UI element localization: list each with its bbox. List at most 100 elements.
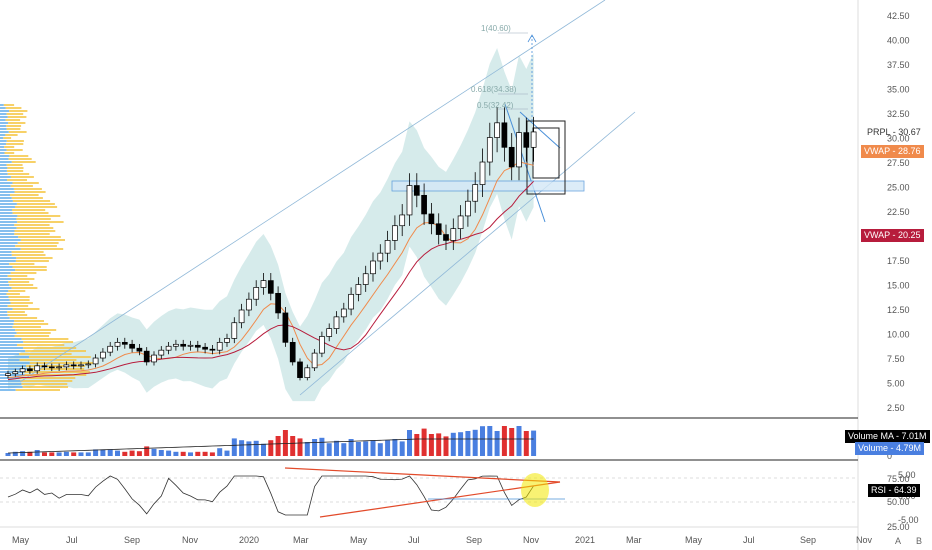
volume-bar: [137, 451, 142, 456]
volume-bar: [71, 452, 76, 456]
price-tick-label: 15.00: [887, 281, 910, 291]
profile-bar-buy: [0, 119, 6, 121]
candle-body: [86, 364, 91, 365]
volume-bar: [487, 426, 492, 456]
profile-bar-sell: [17, 203, 55, 205]
time-tick-label: Jul: [66, 535, 78, 545]
volume-bar: [327, 443, 332, 456]
profile-bar-sell: [13, 212, 49, 214]
profile-bar-sell: [6, 125, 21, 127]
volume-bar: [6, 453, 11, 456]
profile-bar-buy: [0, 200, 13, 202]
profile-bar-buy: [0, 221, 17, 223]
profile-bar-sell: [14, 188, 42, 190]
candle-body: [6, 374, 11, 376]
profile-bar-buy: [0, 260, 16, 262]
vwap-tag-lower: VWAP - 20.25: [861, 229, 924, 242]
profile-bar-buy: [0, 194, 10, 196]
candle-body: [305, 368, 310, 378]
axis-mode-a-button[interactable]: A: [895, 536, 901, 546]
profile-bar-buy: [0, 125, 6, 127]
profile-bar-sell: [8, 281, 29, 283]
bollinger-band: [8, 48, 534, 401]
profile-bar-sell: [13, 200, 50, 202]
candle-body: [349, 294, 354, 309]
profile-bar-buy: [0, 362, 30, 364]
profile-bar-buy: [0, 239, 21, 241]
profile-bar-sell: [21, 383, 67, 385]
profile-bar-sell: [12, 287, 38, 289]
profile-bar-buy: [0, 212, 13, 214]
profile-bar-buy: [0, 236, 18, 238]
candle-body: [319, 336, 324, 353]
bollinger-band-fill: [8, 48, 534, 401]
volume-bar: [290, 436, 295, 456]
profile-bar-sell: [17, 227, 54, 229]
profile-bar-buy: [0, 323, 14, 325]
volume-bar: [495, 431, 500, 456]
rsi-line: [8, 476, 534, 515]
profile-bar-sell: [13, 308, 40, 310]
profile-bar-sell: [7, 293, 20, 295]
axis-mode-b-button[interactable]: B: [916, 536, 922, 546]
volume-bar: [42, 452, 47, 456]
rsi-highlight: [521, 473, 549, 507]
volume-bar: [254, 441, 259, 456]
price-tick-label: 35.00: [887, 85, 910, 95]
profile-bar-buy: [0, 278, 11, 280]
profile-bar-sell: [15, 230, 56, 232]
last-price-tag: PRPL - 30.67: [864, 126, 924, 139]
candle-body: [188, 345, 193, 346]
profile-bar-sell: [5, 134, 17, 136]
profile-bar-sell: [17, 221, 63, 223]
profile-bar-sell: [7, 311, 25, 313]
volume-bar: [480, 426, 485, 456]
candle-body: [27, 369, 32, 371]
candle-body: [42, 366, 47, 367]
rsi-label: RSI: [871, 485, 886, 495]
volume-bar: [79, 452, 84, 456]
profile-bar-buy: [0, 275, 8, 277]
profile-bar-sell: [9, 131, 27, 133]
profile-bar-sell: [18, 236, 61, 238]
vwap-label: VWAP: [864, 230, 890, 240]
volume-bar: [173, 452, 178, 456]
volume-bar: [195, 452, 200, 456]
profile-bar-sell: [14, 323, 49, 325]
candle-body: [166, 346, 171, 350]
candle-body: [261, 281, 266, 288]
profile-bar-buy: [0, 215, 17, 217]
profile-bar-buy: [0, 128, 7, 130]
profile-bar-sell: [14, 233, 49, 235]
candle-body: [35, 366, 40, 371]
profile-bar-sell: [8, 290, 25, 292]
profile-bar-buy: [0, 134, 5, 136]
candle-body: [20, 369, 25, 372]
volume-bar: [414, 434, 419, 456]
profile-bar-sell: [7, 170, 23, 172]
profile-bar-buy: [0, 326, 13, 328]
volume-bar: [152, 449, 157, 456]
profile-bar-buy: [0, 197, 12, 199]
volume-bar: [115, 451, 120, 456]
volume-label: Volume: [858, 443, 888, 453]
support-zone: [392, 181, 584, 191]
profile-bar-buy: [0, 143, 6, 145]
fib-label-top: 1(40.60): [481, 24, 511, 33]
candle-body: [225, 338, 230, 342]
rsi-right-axis-label: 5.00: [898, 470, 916, 480]
profile-bar-sell: [10, 299, 30, 301]
profile-bar-buy: [0, 245, 15, 247]
volume-bar: [239, 440, 244, 456]
profile-bar-sell: [12, 254, 46, 256]
profile-bar-buy: [0, 284, 9, 286]
candle-body: [115, 342, 120, 346]
profile-bar-sell: [12, 251, 44, 253]
volume-bar: [356, 442, 361, 456]
profile-bar-sell: [20, 359, 77, 361]
profile-bar-buy: [0, 341, 23, 343]
candle-body: [276, 293, 281, 313]
profile-bar-buy: [0, 107, 6, 109]
last-price-value: 30.67: [898, 127, 921, 137]
